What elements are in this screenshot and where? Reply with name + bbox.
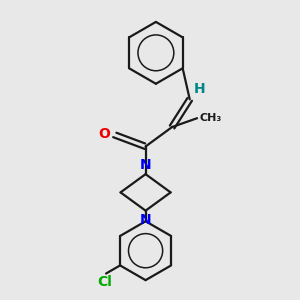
Text: Cl: Cl — [97, 275, 112, 289]
Text: N: N — [140, 213, 152, 227]
Text: CH₃: CH₃ — [200, 113, 222, 123]
Text: O: O — [98, 127, 110, 141]
Text: H: H — [193, 82, 205, 96]
Text: N: N — [140, 158, 152, 172]
